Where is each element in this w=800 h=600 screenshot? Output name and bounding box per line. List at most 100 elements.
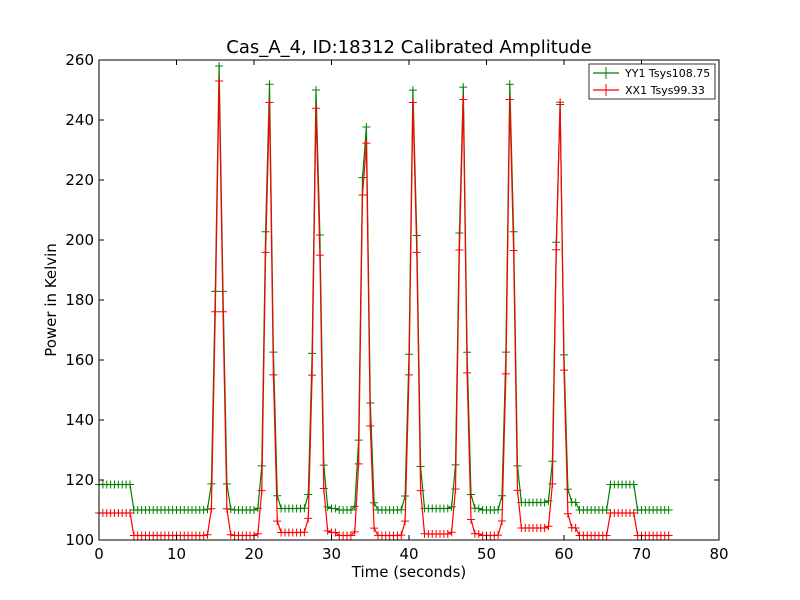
- data-point: [509, 246, 518, 255]
- data-point: [222, 504, 231, 513]
- data-point: [370, 498, 379, 507]
- x-tick-label: 40: [399, 545, 418, 563]
- data-point: [273, 517, 282, 526]
- data-point: [257, 486, 266, 495]
- data-point: [664, 531, 673, 540]
- data-point: [199, 531, 208, 540]
- x-tick-label: 30: [322, 545, 341, 563]
- x-tick-label: 50: [477, 545, 496, 563]
- data-point: [304, 514, 313, 523]
- data-point: [304, 490, 313, 499]
- data-point: [215, 62, 224, 70]
- data-point: [358, 190, 367, 199]
- data-point: [366, 421, 375, 430]
- legend-label-yy1: YY1 Tsys108.75: [624, 67, 710, 80]
- data-point: [544, 522, 553, 531]
- data-point: [416, 486, 425, 495]
- data-point: [455, 245, 464, 254]
- data-point: [354, 459, 363, 468]
- data-point: [211, 307, 220, 316]
- legend-label-xx1: XX1 Tsys99.33: [625, 84, 705, 97]
- data-point: [346, 505, 355, 514]
- data-point: [443, 504, 452, 513]
- data-point: [358, 173, 367, 182]
- data-point: [459, 83, 468, 92]
- data-point: [250, 505, 258, 514]
- x-tick-label: 70: [632, 545, 651, 563]
- data-point: [203, 530, 212, 539]
- y-tick-label: 120: [65, 471, 94, 489]
- data-point: [265, 98, 274, 107]
- data-point: [126, 480, 134, 489]
- data-point: [629, 480, 638, 489]
- x-tick-label: 20: [244, 545, 263, 563]
- y-tick-label: 240: [65, 111, 94, 129]
- y-tick-label: 260: [65, 51, 94, 69]
- data-point: [548, 479, 557, 488]
- data-point: [505, 80, 514, 89]
- legend-marker-yy1: [600, 67, 612, 79]
- data-point: [560, 366, 568, 375]
- y-tick-label: 180: [65, 291, 94, 309]
- data-point: [571, 523, 580, 532]
- data-point: [540, 523, 549, 532]
- data-point: [571, 498, 580, 507]
- x-tick-label: 0: [94, 545, 104, 563]
- data-point: [397, 531, 406, 540]
- data-point: [401, 517, 410, 526]
- data-point: [664, 506, 673, 514]
- data-point: [467, 515, 475, 524]
- data-point: [300, 528, 309, 537]
- data-point: [226, 530, 235, 539]
- chart-title: Cas_A_4, ID:18312 Calibrated Amplitude: [226, 37, 591, 58]
- data-point: [498, 516, 506, 525]
- data-point: [412, 248, 421, 257]
- data-point: [463, 368, 472, 377]
- data-point: [552, 245, 561, 254]
- x-tick-label: 10: [167, 545, 186, 563]
- data-point: [350, 527, 359, 536]
- data-point: [370, 524, 379, 533]
- data-point: [219, 307, 227, 316]
- data-point: [331, 504, 340, 513]
- data-point: [269, 370, 278, 379]
- data-point: [443, 529, 452, 538]
- data-point: [474, 529, 483, 538]
- data-point: [199, 505, 208, 514]
- data-point: [513, 486, 522, 495]
- data-point: [350, 502, 359, 511]
- data-point: [300, 504, 309, 513]
- data-point: [494, 531, 503, 540]
- data-point: [362, 139, 371, 148]
- data-point: [323, 526, 332, 535]
- data-point: [505, 95, 514, 104]
- data-point: [207, 504, 216, 513]
- data-point: [312, 104, 320, 113]
- plot-area: [99, 60, 719, 540]
- y-tick-label: 200: [65, 231, 94, 249]
- data-point: [362, 122, 371, 131]
- data-point: [563, 509, 572, 518]
- data-point: [540, 498, 549, 507]
- data-point: [494, 505, 503, 514]
- y-tick-label: 220: [65, 171, 94, 189]
- y-tick-label: 140: [65, 411, 94, 429]
- data-point: [346, 531, 355, 540]
- data-point: [629, 509, 638, 517]
- x-axis-label: Time (seconds): [351, 563, 467, 581]
- x-tick-label: 80: [709, 545, 728, 563]
- data-point: [459, 95, 468, 104]
- data-point: [319, 484, 328, 493]
- x-tick-label: 60: [554, 545, 573, 563]
- data-point: [474, 504, 483, 513]
- data-point: [405, 370, 413, 379]
- data-point: [312, 86, 320, 95]
- data-point: [215, 77, 224, 85]
- data-point: [602, 531, 611, 540]
- data-point: [253, 529, 262, 538]
- data-point: [556, 98, 565, 107]
- data-point: [308, 371, 317, 380]
- series-layer: [95, 62, 673, 540]
- legend: YY1 Tsys108.75 XX1 Tsys99.33: [588, 63, 716, 100]
